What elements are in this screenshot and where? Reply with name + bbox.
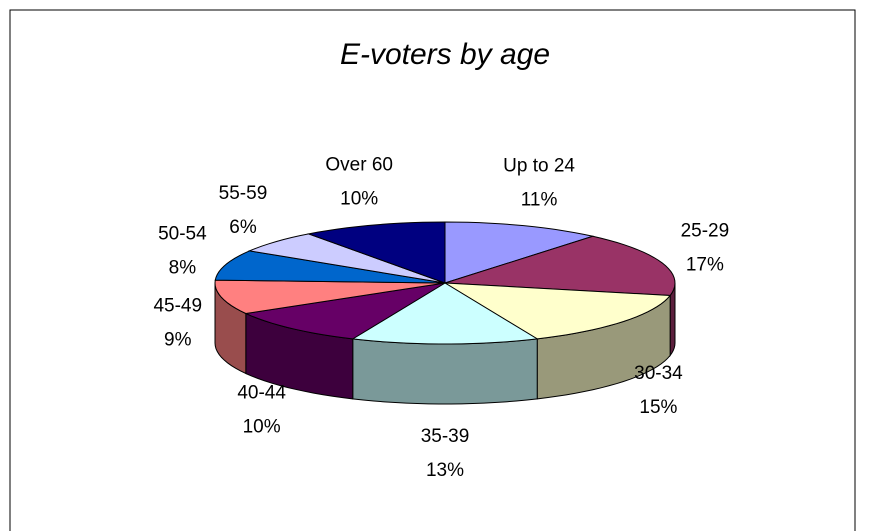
pie-slice xyxy=(444,221,595,284)
pie-slice xyxy=(351,282,539,345)
pie-slice xyxy=(244,282,446,340)
chart-title: E-voters by age xyxy=(340,38,550,71)
slice-label: 55-59 xyxy=(219,183,268,204)
slice-value-label: 15% xyxy=(639,397,677,418)
slice-label: 25-29 xyxy=(681,220,730,241)
slice-value-label: 8% xyxy=(169,258,197,279)
slice-value-label: 11% xyxy=(521,189,558,210)
slice-label: Up to 24 xyxy=(503,155,575,176)
slice-value-label: 13% xyxy=(426,460,464,481)
slice-label: 50-54 xyxy=(158,224,207,245)
pie-slice xyxy=(444,235,676,297)
slice-value-label: 9% xyxy=(164,329,192,350)
pie-slice xyxy=(214,250,446,284)
pie-slice xyxy=(247,233,446,284)
slice-value-label: 10% xyxy=(243,416,281,437)
pie-slice xyxy=(444,282,672,340)
pie-slice xyxy=(214,279,446,315)
pie-slice xyxy=(306,221,446,284)
slice-label: Over 60 xyxy=(325,154,393,175)
slice-value-label: 17% xyxy=(686,254,724,275)
slice-label: 35-39 xyxy=(421,426,470,447)
pie-side xyxy=(352,338,538,405)
slice-label: 30-34 xyxy=(634,363,683,384)
slice-value-label: 10% xyxy=(340,188,378,209)
slice-label: 40-44 xyxy=(237,382,286,403)
slice-value-label: 6% xyxy=(229,217,257,238)
slice-label: 45-49 xyxy=(153,295,202,316)
